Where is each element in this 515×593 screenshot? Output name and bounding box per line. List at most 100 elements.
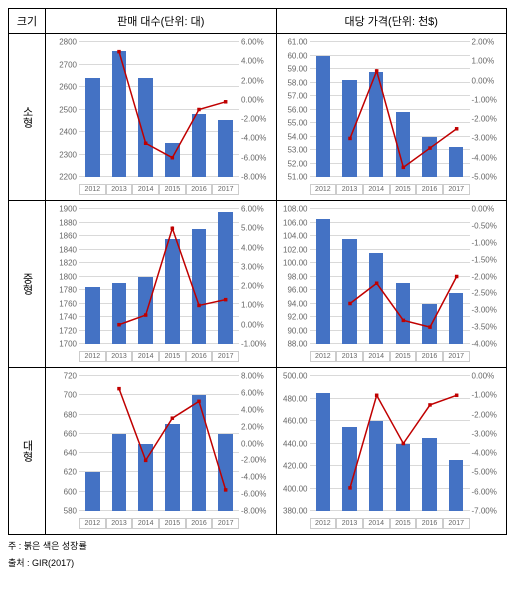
y2-tick: 0.00% (472, 205, 500, 214)
y2-tick: -4.00% (472, 153, 500, 162)
y1-tick: 51.00 (280, 173, 308, 182)
y1-tick: 94.00 (280, 299, 308, 308)
y1-tick: 106.00 (280, 218, 308, 227)
x-label: 2012 (79, 518, 106, 529)
y1-tick: 2300 (49, 150, 77, 159)
y2-tick: 1.00% (241, 301, 269, 310)
y2-tick: 1.00% (472, 57, 500, 66)
growth-line (79, 376, 239, 511)
x-label: 2012 (79, 351, 106, 362)
y1-tick: 420.00 (280, 462, 308, 471)
y2-tick: 4.00% (241, 57, 269, 66)
y1-tick: 2400 (49, 128, 77, 137)
y2-tick: -2.00% (241, 456, 269, 465)
y2-tick: -4.00% (241, 473, 269, 482)
footnote-source: 출처 : GIR(2017) (8, 556, 507, 569)
x-label: 2015 (159, 518, 186, 529)
x-label: 2017 (443, 518, 470, 529)
footnote-note: 주 : 붉은 색은 성장률 (8, 539, 507, 552)
header-sales: 판매 대수(단위: 대) (46, 9, 277, 34)
y2-tick: -2.50% (472, 289, 500, 298)
header-size: 크기 (9, 9, 46, 34)
y1-tick: 460.00 (280, 417, 308, 426)
y2-tick: -6.00% (241, 153, 269, 162)
y1-tick: 1760 (49, 299, 77, 308)
x-label: 2012 (310, 351, 337, 362)
y2-tick: 5.00% (241, 224, 269, 233)
y2-tick: -6.00% (241, 490, 269, 499)
y1-tick: 61.00 (280, 38, 308, 47)
y1-tick: 1800 (49, 272, 77, 281)
y2-tick: 2.00% (472, 38, 500, 47)
x-label: 2017 (443, 184, 470, 195)
y2-tick: -1.50% (472, 255, 500, 264)
y2-tick: 6.00% (241, 38, 269, 47)
y2-tick: 3.00% (241, 262, 269, 271)
y1-tick: 54.00 (280, 132, 308, 141)
y2-tick: 2.00% (241, 422, 269, 431)
x-label: 2014 (363, 518, 390, 529)
y2-tick: -2.00% (472, 272, 500, 281)
y1-tick: 1820 (49, 259, 77, 268)
x-label: 2015 (159, 184, 186, 195)
y1-tick: 88.00 (280, 340, 308, 349)
y2-tick: -7.00% (472, 507, 500, 516)
y2-tick: -3.50% (472, 323, 500, 332)
y1-tick: 60.00 (280, 51, 308, 60)
growth-line (310, 209, 470, 344)
x-label: 2014 (132, 518, 159, 529)
y1-tick: 580 (49, 507, 77, 516)
y1-tick: 1880 (49, 218, 77, 227)
y1-tick: 1780 (49, 286, 77, 295)
row-mid: 중형 (9, 201, 46, 368)
y2-tick: 4.00% (241, 243, 269, 252)
y1-tick: 620 (49, 468, 77, 477)
x-label: 2015 (390, 184, 417, 195)
y1-tick: 600 (49, 487, 77, 496)
y2-tick: -1.00% (241, 340, 269, 349)
y2-tick: 2.00% (241, 76, 269, 85)
y2-tick: -2.00% (472, 115, 500, 124)
y1-tick: 400.00 (280, 484, 308, 493)
x-label: 2017 (212, 184, 239, 195)
y1-tick: 1900 (49, 205, 77, 214)
y1-tick: 57.00 (280, 92, 308, 101)
y1-tick: 53.00 (280, 146, 308, 155)
y1-tick: 58.00 (280, 78, 308, 87)
y1-tick: 2200 (49, 173, 77, 182)
x-label: 2016 (186, 351, 213, 362)
y2-tick: 0.00% (472, 372, 500, 381)
x-label: 2015 (390, 351, 417, 362)
y2-tick: 8.00% (241, 372, 269, 381)
y2-tick: -4.00% (472, 449, 500, 458)
y2-tick: 0.00% (241, 320, 269, 329)
x-label: 2017 (443, 351, 470, 362)
y1-tick: 2800 (49, 38, 77, 47)
y1-tick: 55.00 (280, 119, 308, 128)
growth-line (310, 376, 470, 511)
y1-tick: 1720 (49, 326, 77, 335)
x-label: 2016 (416, 351, 443, 362)
y2-tick: -2.00% (241, 115, 269, 124)
y1-tick: 660 (49, 429, 77, 438)
y2-tick: -0.50% (472, 221, 500, 230)
row-small: 소형 (9, 34, 46, 201)
x-label: 2014 (132, 184, 159, 195)
y1-tick: 104.00 (280, 232, 308, 241)
x-label: 2013 (106, 351, 133, 362)
y1-tick: 59.00 (280, 65, 308, 74)
y1-tick: 680 (49, 410, 77, 419)
y2-tick: -8.00% (241, 507, 269, 516)
x-label: 2012 (310, 518, 337, 529)
x-label: 2016 (186, 184, 213, 195)
y2-tick: -5.00% (472, 468, 500, 477)
y2-tick: -3.00% (472, 429, 500, 438)
y2-tick: 0.00% (472, 76, 500, 85)
growth-line (310, 42, 470, 177)
y2-tick: -5.00% (472, 173, 500, 182)
y2-tick: 2.00% (241, 282, 269, 291)
y2-tick: -3.00% (472, 306, 500, 315)
y1-tick: 96.00 (280, 286, 308, 295)
y2-tick: -4.00% (241, 134, 269, 143)
chart-large-price: 380.00400.00420.00440.00460.00480.00500.… (280, 371, 500, 531)
